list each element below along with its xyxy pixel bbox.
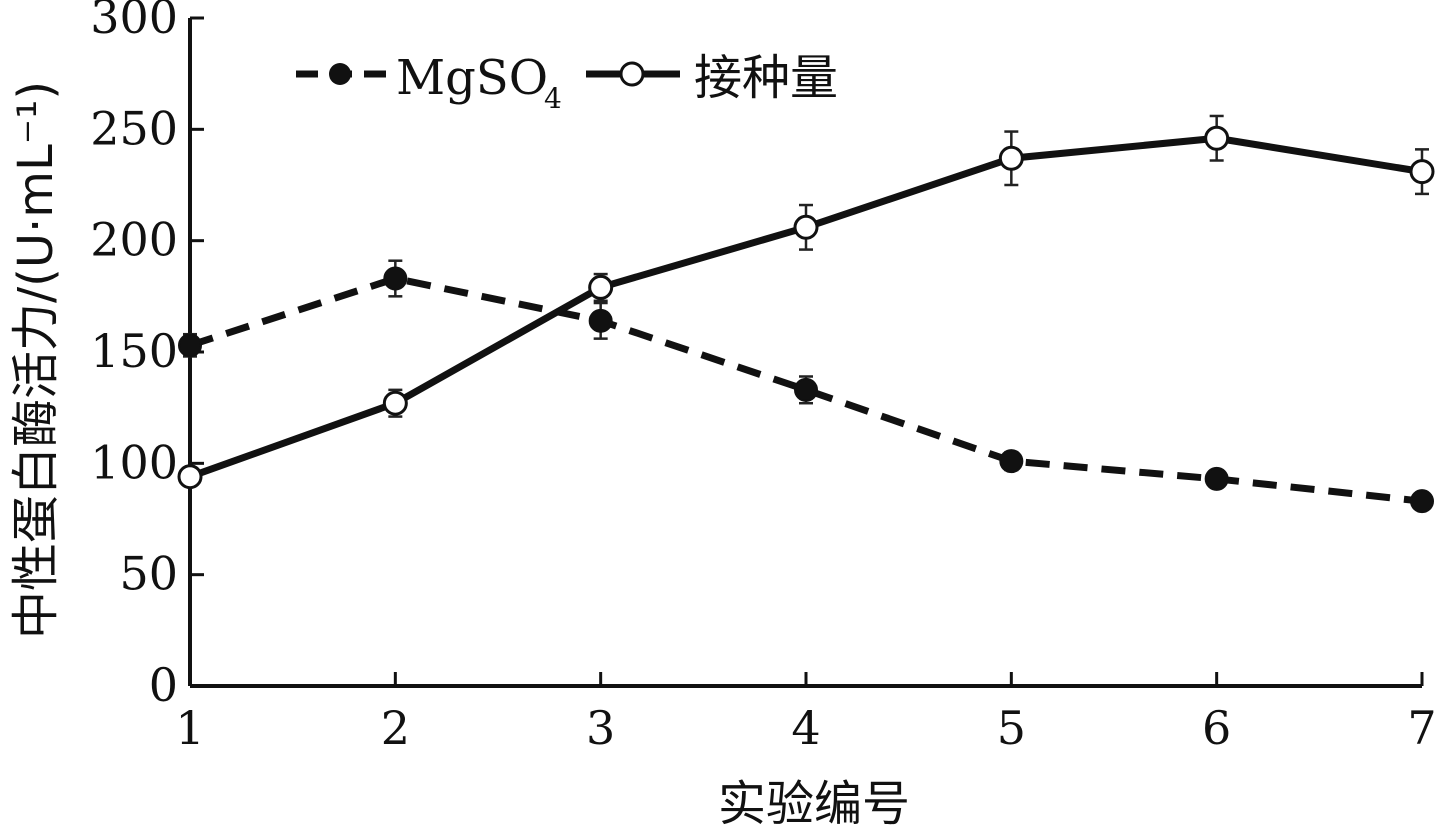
series-layer [177,114,1435,514]
x-tick-label: 1 [175,701,204,755]
series-mgso4 [178,259,1434,514]
y-tick-label: 0 [149,658,178,712]
data-point [177,464,203,490]
data-point [1410,489,1434,514]
data-point [999,449,1024,474]
legend-marker-mgso4 [329,63,351,85]
series-line [188,134,1423,480]
x-axis-title: 实验编号 [718,776,910,832]
y-axis-title: 中性蛋白酶活力/(U·mL⁻¹) [8,81,64,639]
data-point [383,266,408,291]
tick-marks: 0 50 100 150 200 250 300 1 2 3 4 5 6 7 [90,0,1436,755]
y-tick-label: 250 [90,101,178,155]
legend-marker-inoculum [619,61,645,87]
data-point [588,274,614,300]
x-tick-label: 2 [381,701,410,755]
data-point [794,377,818,402]
legend-subscript-mgso4: 4 [544,82,562,115]
data-point [382,390,408,416]
y-tick-label: 150 [90,324,178,378]
y-tick-label: 200 [90,213,178,267]
data-point [793,214,819,240]
data-point [998,145,1024,171]
legend: MgSO 4 接种量 [296,50,838,115]
legend-label-mgso4: MgSO [396,50,548,106]
axes [188,18,1422,688]
y-tick-label: 50 [119,547,178,601]
legend-label-inoculum: 接种量 [694,50,838,106]
data-point [178,333,202,358]
y-tick-label: 100 [90,435,178,489]
x-tick-label: 7 [1407,701,1436,755]
series-inoculum [177,114,1435,490]
x-tick-label: 3 [586,701,615,755]
data-point [1204,466,1229,491]
data-point [1409,159,1435,185]
x-tick-label: 5 [997,701,1026,755]
x-tick-label: 6 [1202,701,1231,755]
data-point [1204,125,1230,151]
y-tick-label: 300 [90,0,178,44]
data-point [588,308,613,333]
x-tick-label: 4 [791,701,820,755]
